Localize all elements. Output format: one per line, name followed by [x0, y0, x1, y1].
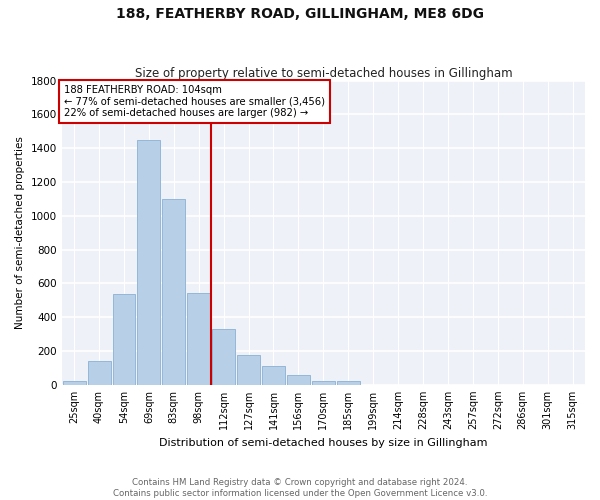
- Title: Size of property relative to semi-detached houses in Gillingham: Size of property relative to semi-detach…: [134, 66, 512, 80]
- Y-axis label: Number of semi-detached properties: Number of semi-detached properties: [15, 136, 25, 329]
- Bar: [113, 294, 136, 385]
- Bar: [212, 329, 235, 385]
- Text: 188 FEATHERBY ROAD: 104sqm
← 77% of semi-detached houses are smaller (3,456)
22%: 188 FEATHERBY ROAD: 104sqm ← 77% of semi…: [64, 85, 325, 118]
- Bar: [287, 374, 310, 385]
- Bar: [187, 292, 210, 385]
- Bar: [163, 199, 185, 385]
- Bar: [262, 366, 285, 385]
- Bar: [137, 140, 160, 385]
- Bar: [88, 361, 110, 385]
- Text: 188, FEATHERBY ROAD, GILLINGHAM, ME8 6DG: 188, FEATHERBY ROAD, GILLINGHAM, ME8 6DG: [116, 8, 484, 22]
- Bar: [312, 382, 335, 385]
- Bar: [237, 355, 260, 385]
- Text: Contains HM Land Registry data © Crown copyright and database right 2024.
Contai: Contains HM Land Registry data © Crown c…: [113, 478, 487, 498]
- X-axis label: Distribution of semi-detached houses by size in Gillingham: Distribution of semi-detached houses by …: [159, 438, 488, 448]
- Bar: [62, 382, 86, 385]
- Bar: [337, 382, 360, 385]
